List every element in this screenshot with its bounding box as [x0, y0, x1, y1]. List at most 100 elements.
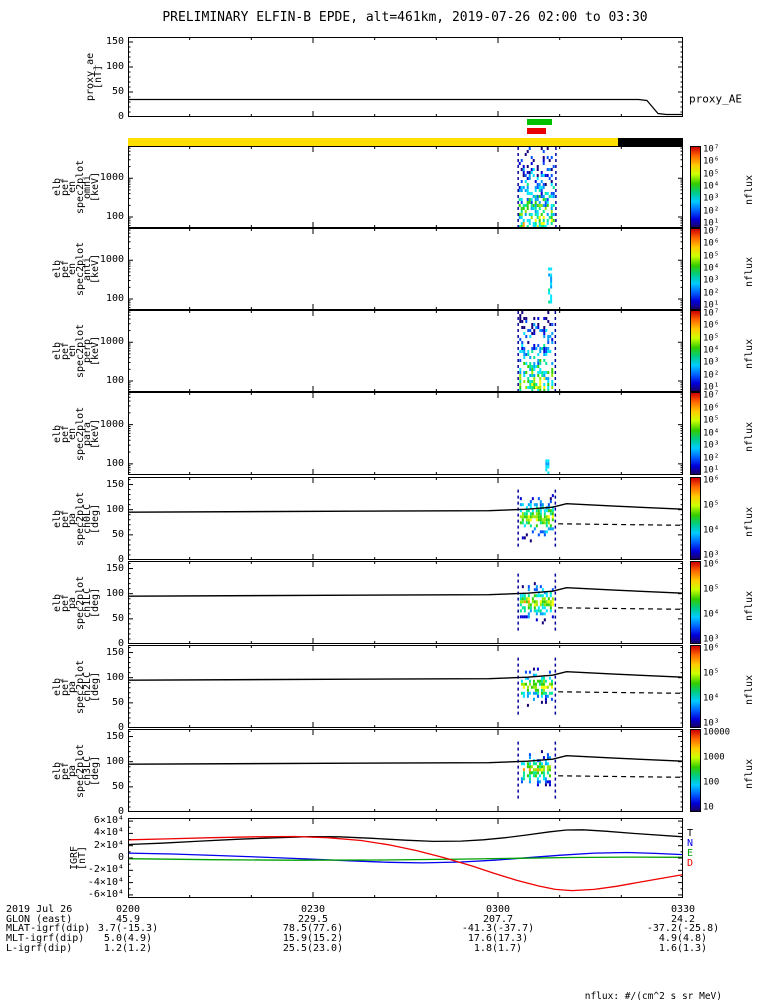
flag-bar [527, 119, 552, 125]
panel-ch3 [127, 729, 684, 813]
colorbar-perp [690, 310, 701, 392]
plot-title: PRELIMINARY ELFIN-B EPDE, alt=461km, 201… [162, 10, 648, 25]
tick-label: 1000 [99, 418, 124, 430]
ylabel-word: pa [67, 596, 78, 609]
table-value: 0330 [670, 904, 696, 915]
tick-label: 0 [117, 638, 124, 649]
table-value: 24.2 [670, 913, 696, 925]
panel-proxy [127, 37, 684, 118]
panel-ylabel-ch1: elb pef pa spec2plot ch1LC [deg] [52, 561, 101, 644]
colorbar-tick-label: 10⁷ [703, 226, 720, 237]
colorbar-tick-label: 10⁵ [703, 415, 720, 426]
table-row-label: L-igrf(dip) [6, 942, 73, 954]
colorbar-para [690, 392, 701, 475]
colorbar-tick-label: 10⁴ [703, 345, 720, 356]
ylabel-word: en [67, 262, 78, 276]
ylabel-word: elb [52, 761, 63, 780]
tick-label: 0 [117, 852, 124, 863]
colorbar-omni [690, 146, 701, 228]
table-value: 5.0(4.9) [103, 933, 153, 945]
table-value: 1.2(1.2) [103, 942, 153, 954]
panel-plot-ch2 [127, 645, 684, 729]
ylabel-word: spec2plot [74, 743, 86, 798]
panel-ylabel-igrf: IGRF [nT] [69, 818, 88, 898]
ylabel-word: pef [59, 509, 71, 528]
colorbar-tick-label: 10⁴ [703, 693, 720, 704]
panel-anti [127, 228, 684, 310]
panel-ylabel-proxy: proxy_ae [nT] [85, 37, 104, 117]
colorbar-tick-label: 10⁷ [703, 144, 720, 155]
ylabel-word: elb [52, 341, 63, 361]
table-row-label: 2019 Jul 26 [6, 904, 73, 915]
colorbar-tick-label: 10¹ [703, 300, 720, 311]
ylabel-word: IGRF [69, 845, 80, 871]
flag-bar [618, 138, 683, 146]
table-value: 1.6(1.3) [658, 942, 708, 954]
flag-bar [128, 138, 619, 146]
ylabel-word: ch2LC [82, 671, 93, 702]
colorbar-tick-label: 10⁷ [703, 390, 720, 401]
tick-label: 150 [105, 730, 124, 742]
panel-plot-ch1 [127, 561, 684, 645]
panel-plot-para [127, 392, 684, 475]
ylabel-word: omni [82, 174, 93, 200]
ylabel-word: proxy_ae [85, 52, 96, 102]
colorbar-tick-label: 10⁴ [703, 428, 720, 438]
colorbar-title-perp: nflux [744, 338, 755, 369]
tick-label: 0 [117, 722, 124, 733]
colorbar-title-ch1: nflux [744, 590, 755, 621]
tick-label: 50 [111, 86, 124, 97]
tick-label: 0 [117, 806, 124, 817]
ylabel-word: elb [52, 259, 63, 279]
ylabel-word: pef [59, 177, 71, 197]
tick-label: -2×10⁴ [87, 864, 124, 876]
colorbar-tick-label: 10⁵ [703, 584, 720, 595]
panel-ylabel-ch2: elb pef pa spec2plot ch2LC [deg] [52, 645, 101, 728]
colorbar-tick-label: 10³ [703, 440, 720, 451]
table-row-label: MLT-igrf(dip) [6, 933, 85, 945]
ylabel-word: ch1LC [82, 587, 93, 618]
colorbar-tick-label: 10³ [703, 193, 720, 204]
colorbar-tick-label: 10⁵ [703, 251, 720, 262]
ylabel-word: pef [59, 341, 71, 361]
colorbar-title-anti: nflux [744, 256, 755, 287]
colorbar-tick-label: 10⁵ [703, 500, 720, 511]
flag-bar [527, 128, 546, 134]
table-value: 15.9(15.2) [282, 933, 344, 945]
ylabel-word: elb [52, 424, 63, 443]
colorbar-tick-label: 10⁶ [703, 320, 720, 331]
table-value: 0200 [115, 904, 141, 915]
panel-ylabel-perp: elb pef en spec2plot perp [keV] [52, 310, 101, 392]
colorbar-tick-label: 10 [703, 802, 714, 813]
colorbar-ch0 [690, 477, 701, 560]
panel-ylabel-anti: elb pef en spec2plot anti [keV] [52, 228, 101, 310]
ylabel-word: en [67, 344, 78, 358]
tick-label: 4×10⁴ [93, 827, 124, 839]
table-value: 0300 [485, 904, 511, 915]
ylabel-word: pa [67, 680, 78, 693]
colorbar-tick-label: 10⁶ [703, 403, 720, 413]
panel-omni [127, 146, 684, 229]
panel-plot-anti [127, 228, 684, 310]
colorbar-tick-label: 10³ [703, 275, 720, 286]
table-value: 3.7(-15.3) [97, 923, 159, 935]
colorbar-tick-label: 10³ [703, 718, 720, 729]
ylabel-word: [keV] [89, 335, 101, 367]
colorbar-ch2 [690, 645, 701, 728]
ylabel-word: spec2plot [74, 491, 86, 546]
ylabel-word: pef [59, 424, 71, 443]
ylabel-word: [keV] [89, 253, 101, 285]
ylabel-word: [nT] [76, 845, 88, 871]
ylabel-word: [keV] [89, 171, 101, 203]
table-value: 78.5(77.6) [282, 923, 344, 935]
tick-label: 150 [105, 562, 124, 574]
tick-label: 0 [117, 554, 124, 565]
tick-label: -6×10⁴ [87, 888, 124, 900]
tick-label: 50 [111, 612, 124, 624]
colorbar-tick-label: 10² [703, 453, 720, 463]
table-row-label: MLAT-igrf(dip) [6, 923, 91, 935]
legend-E: E [687, 848, 694, 859]
tick-label: 1000 [99, 254, 124, 266]
tick-label: 50 [111, 780, 124, 792]
tick-label: 100 [105, 755, 124, 767]
